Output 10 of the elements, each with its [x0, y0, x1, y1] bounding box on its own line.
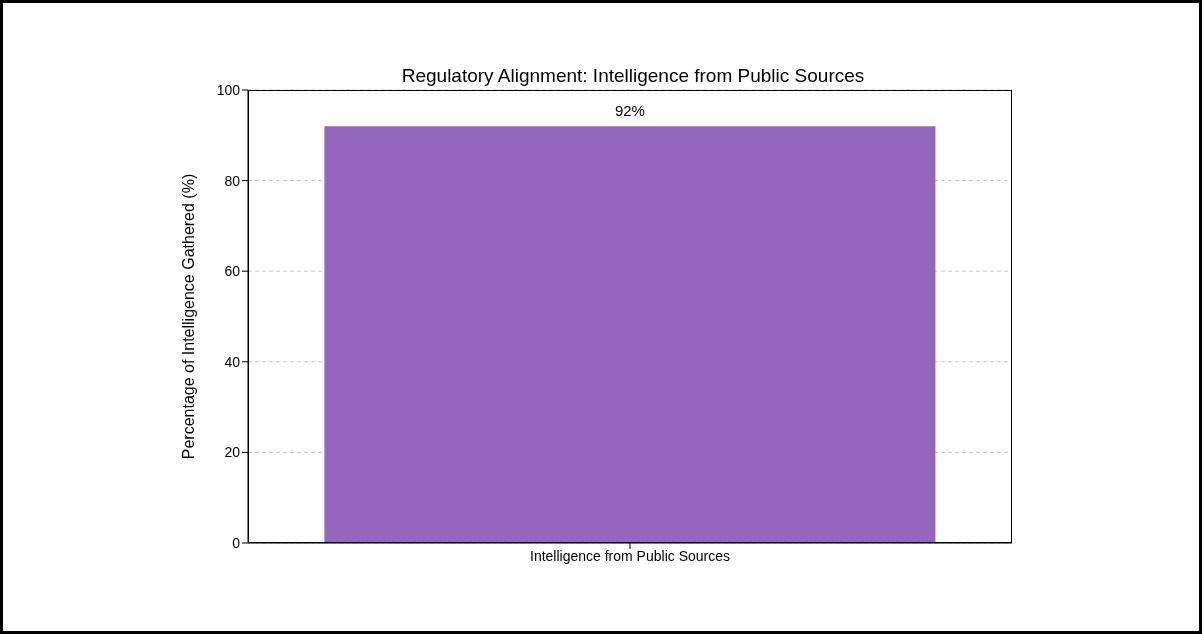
y-axis-title: Percentage of Intelligence Gathered (%): [179, 173, 197, 460]
y-tick-label: 40: [224, 353, 241, 370]
chart-title: Regulatory Alignment: Intelligence from Public Sources: [400, 64, 866, 88]
y-tick-label: 100: [216, 81, 241, 98]
y-tick-label: 60: [224, 263, 241, 280]
y-tick-label: 20: [224, 444, 241, 461]
y-tick-label: 0: [232, 534, 241, 551]
data-label: 92%: [614, 102, 645, 120]
x-tick-label: Intelligence from Public Sources: [530, 547, 730, 564]
y-tick-label: 80: [224, 172, 241, 189]
